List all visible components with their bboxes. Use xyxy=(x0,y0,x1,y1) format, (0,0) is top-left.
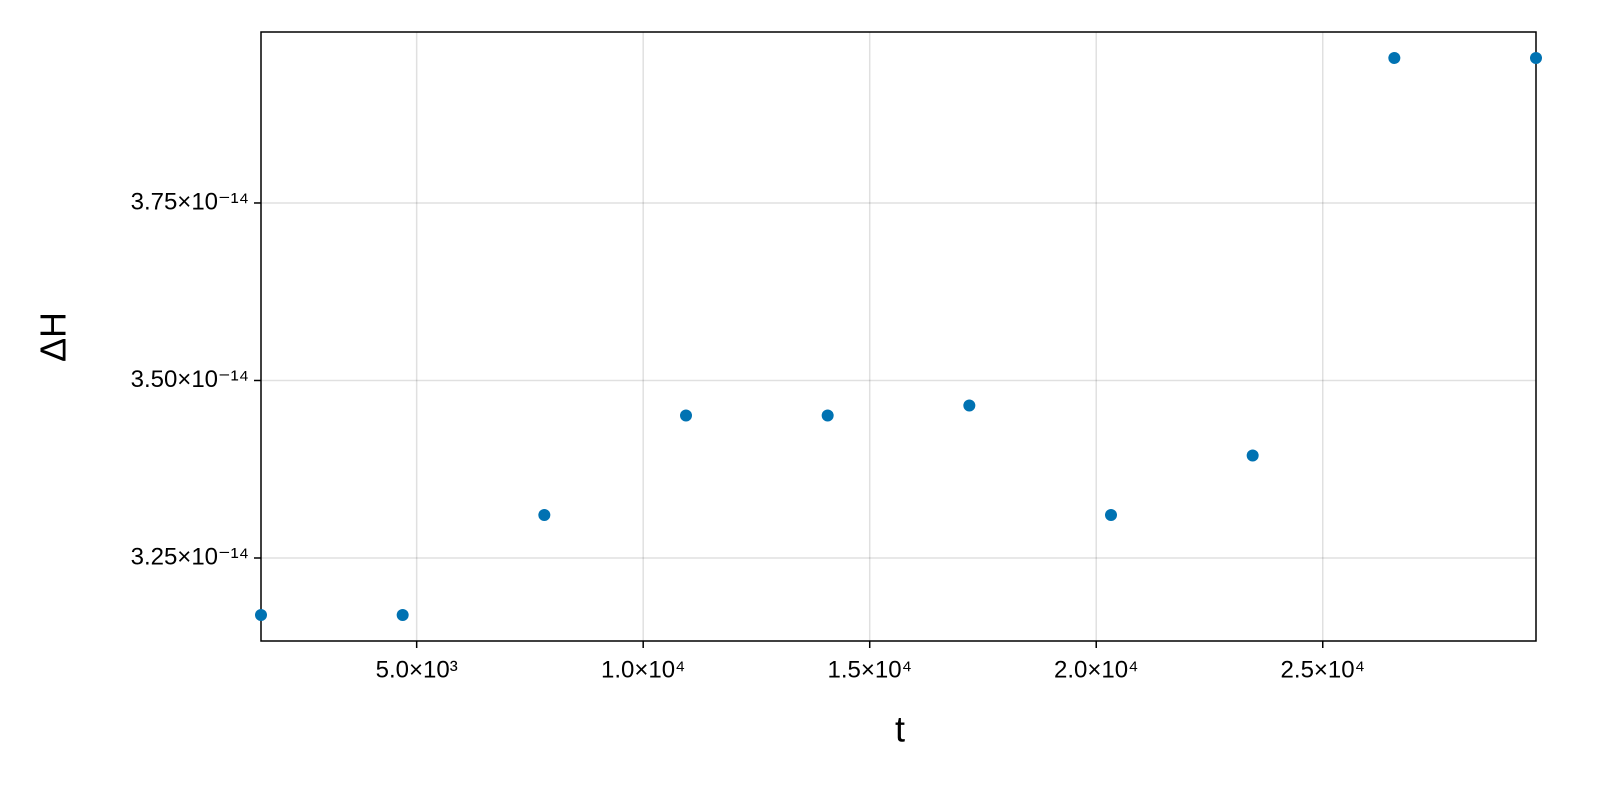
point xyxy=(963,399,976,412)
point xyxy=(255,609,267,622)
x-tick-label: 2.5×10⁴ xyxy=(1281,656,1365,683)
x-tick-label: 1.0×10⁴ xyxy=(601,656,685,683)
x-axis-label: t xyxy=(895,709,905,750)
point xyxy=(680,409,692,422)
point xyxy=(1530,51,1542,64)
x-tick-label: 2.0×10⁴ xyxy=(1054,656,1138,683)
y-tick-label: 3.75×10⁻¹⁴ xyxy=(131,188,249,215)
point xyxy=(1246,449,1259,462)
point xyxy=(396,609,409,622)
point xyxy=(821,409,834,422)
y-axis-label: ΔH xyxy=(33,312,74,362)
point xyxy=(1388,51,1401,64)
x-tick-label: 1.5×10⁴ xyxy=(828,656,912,683)
point xyxy=(538,508,551,521)
point xyxy=(1105,508,1117,521)
x-tick-label: 5.0×10³ xyxy=(376,656,458,683)
y-tick-label: 3.25×10⁻¹⁴ xyxy=(131,543,249,570)
y-tick-label: 3.50×10⁻¹⁴ xyxy=(131,366,249,393)
plot-frame xyxy=(260,31,1537,642)
